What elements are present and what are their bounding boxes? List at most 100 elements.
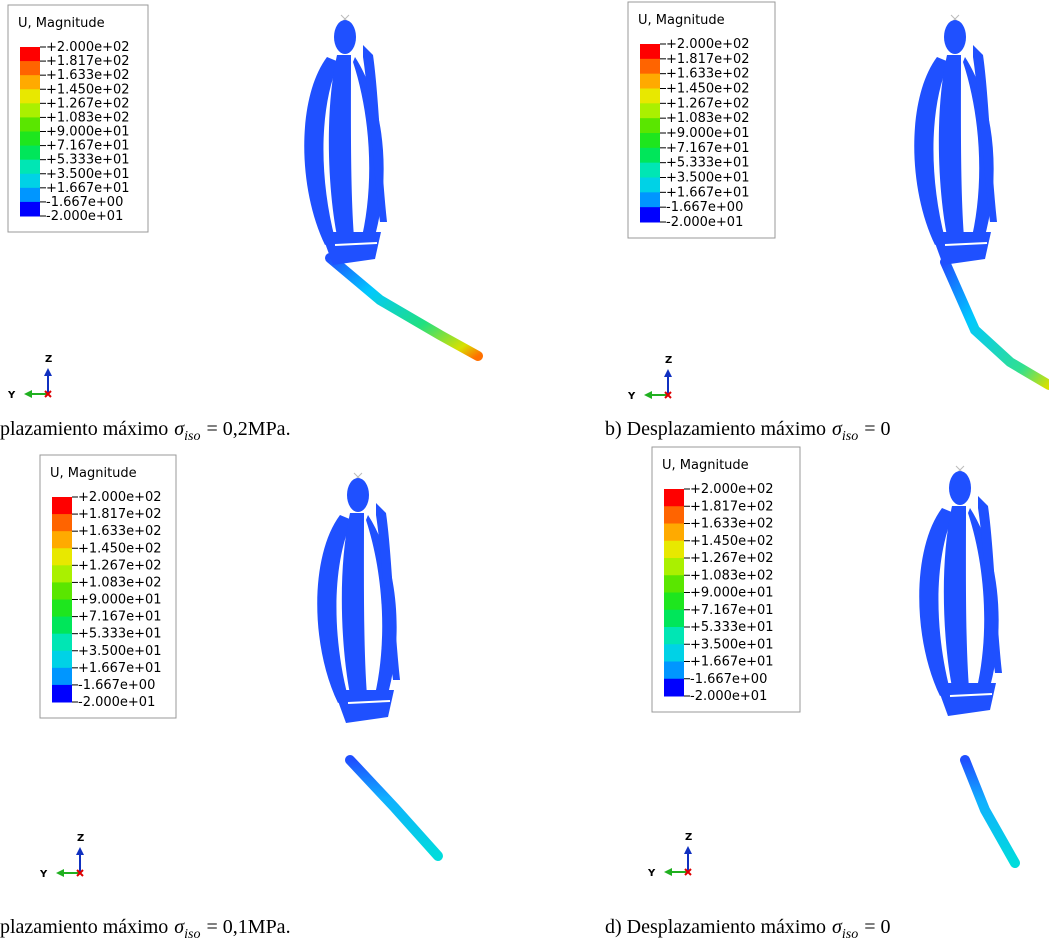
caption-subscript: iso [842, 429, 858, 444]
legend-label: -2.000e+01 [46, 209, 123, 224]
caption-subscript: iso [842, 927, 858, 942]
legend-swatch [640, 162, 660, 178]
legend-label: +3.500e+01 [78, 644, 162, 659]
axis-origin [76, 869, 84, 877]
legend-label: +1.633e+02 [690, 517, 774, 532]
legend-label: +9.000e+01 [666, 126, 750, 141]
caption-rest: = 0,1MPa. [207, 916, 291, 938]
legend-label: +1.667e+01 [78, 661, 162, 676]
legend-swatch [20, 117, 40, 132]
legend-title: U, Magnitude [662, 458, 749, 473]
legend-swatch [52, 616, 72, 635]
legend-swatch [20, 103, 40, 118]
legend-label: +1.267e+02 [690, 551, 774, 566]
caption: b) Desplazamiento máximo σiso = 0 [605, 418, 891, 444]
panel: U, Magnitude+2.000e+02+1.817e+02+1.633e+… [605, 1, 1049, 444]
legend-label: +2.000e+02 [46, 40, 130, 55]
legend-label: +7.167e+01 [666, 141, 750, 156]
caption-subscript: iso [184, 927, 200, 942]
legend-swatch [640, 103, 660, 119]
legend-swatch [20, 89, 40, 104]
legend-swatch [640, 147, 660, 164]
caption-rest: = 0,2MPa. [207, 418, 291, 440]
legend-label: -1.667e+00 [666, 200, 743, 215]
legend-label: +1.083e+02 [666, 111, 750, 126]
legend-swatch [52, 548, 72, 566]
caption-subscript: iso [184, 429, 200, 444]
legend-swatch [664, 661, 684, 680]
legend-swatch [640, 133, 660, 149]
legend-label: +1.633e+02 [78, 524, 162, 539]
legend-label: +9.000e+01 [78, 593, 162, 608]
legend-label: +9.000e+01 [46, 125, 130, 140]
legend-label: -2.000e+01 [666, 215, 743, 230]
legend-swatch [20, 201, 40, 217]
caption-text: plazamiento máximo [0, 418, 168, 440]
legend-swatch [52, 497, 72, 515]
legend-swatch [640, 207, 660, 223]
legend-label: -1.667e+00 [46, 195, 123, 210]
legend-label: +1.667e+01 [46, 181, 130, 196]
legend-label: +9.000e+01 [690, 586, 774, 601]
legend-label: +2.000e+02 [78, 490, 162, 505]
tendon [940, 257, 1049, 390]
legend-swatch [664, 575, 684, 593]
caption-symbol: σ [832, 916, 843, 938]
legend-swatch [52, 650, 72, 669]
axis-arrowhead [24, 390, 32, 398]
legend-swatch [664, 489, 684, 507]
caption: plazamiento máximo σiso = 0,1MPa. [0, 916, 291, 942]
legend-swatch [664, 644, 684, 662]
legend-label: +1.267e+02 [666, 96, 750, 111]
legend-label: +2.000e+02 [690, 482, 774, 497]
legend-swatch [20, 75, 40, 90]
panel: U, Magnitude +2.000e+02 +1.817e+02 +1.633e+… [605, 446, 1020, 942]
panel: U, Magnitude+2.000e+02+1.817e+02+1.633e+… [0, 454, 443, 942]
legend-title: U, Magnitude [18, 16, 105, 31]
tendon [325, 253, 483, 361]
legend-swatch [664, 558, 684, 576]
legend-label: +7.167e+01 [690, 603, 774, 618]
legend-title: U, Magnitude [638, 13, 725, 28]
axis-label: Z [665, 355, 672, 366]
axis-label: Z [77, 833, 84, 844]
legend-swatch [664, 592, 684, 611]
legend-label: -1.667e+00 [78, 678, 155, 693]
legend-label: +2.000e+02 [666, 37, 750, 52]
axis-arrowhead [664, 369, 672, 377]
legend-swatch [640, 88, 660, 104]
muscle-model [303, 14, 388, 266]
axis-origin [664, 391, 672, 399]
legend-label: -2.000e+01 [78, 695, 155, 710]
legend-label: +7.167e+01 [78, 610, 162, 625]
legend-label: +1.450e+02 [666, 82, 750, 97]
axis-label: Z [685, 832, 692, 843]
axis-arrowhead [664, 868, 672, 876]
legend-swatch [664, 609, 684, 628]
legend-swatch [20, 173, 40, 189]
axis-label: Y [39, 869, 48, 880]
caption-symbol: σ [174, 916, 185, 938]
legend-swatch [664, 523, 684, 542]
muscle-model [918, 465, 1003, 717]
legend-swatch [20, 131, 40, 147]
axis-origin [44, 390, 52, 398]
legend-swatch [52, 582, 72, 600]
axis-arrowhead [44, 368, 52, 376]
legend-label: +3.500e+01 [666, 171, 750, 186]
legend-swatch [20, 187, 40, 203]
legend-swatch [640, 58, 660, 75]
legend-label: +5.333e+01 [690, 620, 774, 635]
legend-label: +1.817e+02 [666, 52, 750, 67]
legend-swatch [52, 684, 72, 703]
caption-rest: = 0 [864, 418, 890, 440]
legend-swatch [640, 73, 660, 89]
legend-swatch [640, 177, 660, 193]
legend-label: +1.083e+02 [78, 575, 162, 590]
caption-symbol: σ [832, 418, 843, 440]
legend-swatch [664, 506, 684, 524]
legend-label: +1.817e+02 [690, 499, 774, 514]
axis-label: Z [45, 354, 52, 365]
panel: U, Magnitude+2.000e+02+1.817e+02+1.633e+… [0, 4, 483, 444]
